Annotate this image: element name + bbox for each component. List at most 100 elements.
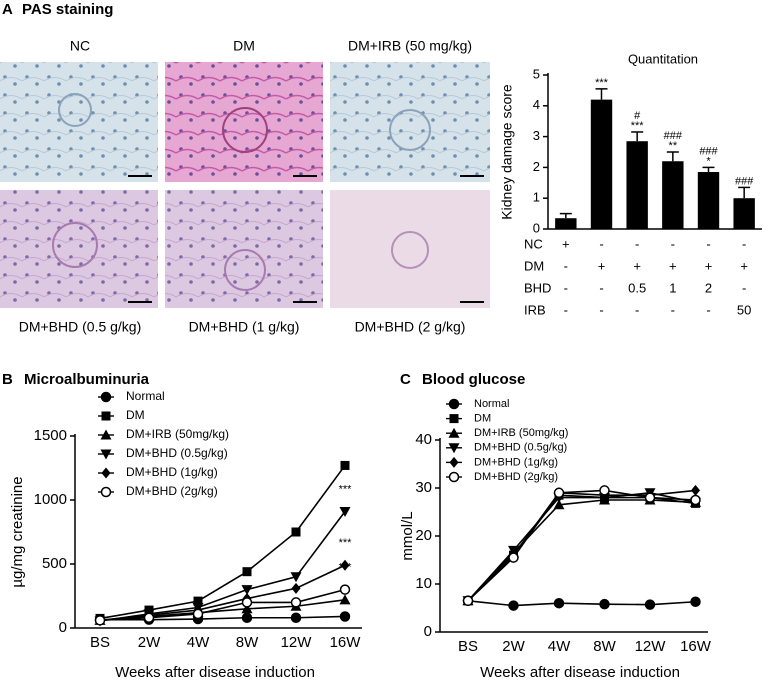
- series-line: [467, 600, 696, 607]
- annotation: ***: [339, 562, 353, 574]
- micrograph: [0, 62, 158, 182]
- legend-label: DM: [474, 413, 491, 425]
- legend-label: DM: [126, 408, 145, 422]
- table-cell: 0.5: [628, 280, 646, 295]
- legend-label: DM+IRB (50mg/kg): [474, 427, 568, 439]
- y-tick-label: 1000: [34, 491, 67, 508]
- series-line: [99, 588, 346, 622]
- marker: [553, 597, 565, 609]
- bar: [733, 198, 755, 229]
- significance-label: *: [706, 155, 711, 167]
- x-tick-label: 12W: [281, 634, 313, 651]
- legend-label: Normal: [474, 398, 509, 410]
- table-cell: -: [742, 280, 746, 295]
- x-axis-label: Weeks after disease induction: [115, 664, 315, 681]
- annotation: ***: [339, 537, 353, 549]
- legend-label: DM+BHD (1g/kg): [126, 465, 218, 479]
- image-caption: DM+BHD (2 g/kg): [355, 319, 466, 335]
- image-caption: DM+BHD (1 g/kg): [189, 319, 300, 335]
- legend-label: DM+BHD (2g/kg): [126, 484, 218, 498]
- table-cell: 1: [669, 280, 676, 295]
- micrograph: [330, 190, 490, 308]
- image-caption: NC: [70, 38, 90, 54]
- panel-letter: B: [2, 371, 13, 388]
- table-cell: +: [669, 258, 677, 273]
- y-tick-label: 2: [533, 159, 540, 174]
- table-cell: -: [635, 302, 639, 317]
- table-cell: -: [706, 302, 710, 317]
- table-cell: -: [742, 236, 746, 251]
- series-line: [100, 615, 346, 621]
- y-axis-label: mmol/L: [399, 511, 416, 560]
- marker: [100, 429, 112, 440]
- x-tick-label: 2W: [502, 638, 525, 655]
- significance-label: **: [669, 140, 678, 152]
- y-tick-label: 1: [533, 190, 540, 205]
- series-line: [467, 491, 696, 602]
- marker: [290, 612, 302, 624]
- y-axis-label: µg/mg creatinine: [9, 476, 26, 587]
- series-line: [467, 494, 696, 602]
- panel-letter: A: [2, 1, 13, 18]
- marker: [599, 598, 610, 610]
- table-cell: -: [599, 236, 603, 251]
- micrographs: [0, 62, 490, 308]
- table-cell: -: [671, 302, 675, 317]
- y-tick-label: 10: [415, 575, 432, 592]
- y-axis-label: Kidney damage score: [499, 84, 515, 220]
- marker: [100, 449, 112, 460]
- panel-title: PAS staining: [22, 1, 113, 18]
- x-tick-label: 4W: [548, 638, 571, 655]
- table-cell: -: [564, 280, 568, 295]
- marker: [599, 485, 610, 496]
- marker: [241, 597, 253, 608]
- marker: [448, 443, 460, 454]
- marker: [339, 507, 351, 518]
- marker: [291, 527, 301, 537]
- micrograph: [165, 190, 323, 308]
- y-tick-label: 500: [42, 555, 67, 572]
- x-tick-label: 16W: [330, 634, 362, 651]
- chart-title: Quantitation: [628, 51, 698, 66]
- table-cell: +: [598, 258, 606, 273]
- table-cell: -: [599, 280, 603, 295]
- series-line: [99, 464, 346, 620]
- marker: [242, 567, 252, 577]
- significance-label: #: [634, 110, 641, 122]
- table-cell: -: [564, 258, 568, 273]
- marker: [691, 484, 700, 496]
- x-tick-label: 12W: [635, 638, 667, 655]
- x-tick-label: 8W: [593, 638, 616, 655]
- table-cell: +: [633, 258, 641, 273]
- significance-label: ###: [664, 130, 683, 142]
- x-tick-label: 8W: [236, 634, 259, 651]
- image-caption: DM+BHD (0.5 g/kg): [19, 319, 142, 335]
- marker: [241, 603, 253, 614]
- y-tick-label: 1500: [34, 427, 67, 444]
- legend-label: DM+BHD (1g/kg): [474, 456, 558, 468]
- marker: [101, 411, 111, 421]
- y-tick-label: 0: [59, 619, 67, 636]
- micrograph: [165, 62, 323, 182]
- table-cell: 2: [705, 280, 712, 295]
- table-row-label: IRB: [524, 302, 546, 317]
- marker: [448, 398, 460, 410]
- significance-label: ***: [631, 120, 645, 132]
- marker: [192, 608, 204, 620]
- marker: [339, 594, 351, 605]
- legend-label: DM+BHD (0.5g/kg): [474, 442, 567, 454]
- marker: [644, 599, 656, 610]
- marker: [339, 584, 351, 595]
- x-tick-label: BS: [458, 638, 478, 655]
- marker: [644, 492, 656, 503]
- table-cell: -: [706, 236, 710, 251]
- marker: [340, 460, 350, 470]
- bar: [590, 99, 613, 229]
- chart-title: Microalbuminuria: [24, 371, 150, 388]
- marker: [290, 572, 302, 583]
- y-tick-label: 30: [415, 479, 432, 496]
- marker: [448, 427, 460, 438]
- legend-label: Normal: [126, 389, 165, 403]
- y-tick-label: 5: [533, 66, 540, 81]
